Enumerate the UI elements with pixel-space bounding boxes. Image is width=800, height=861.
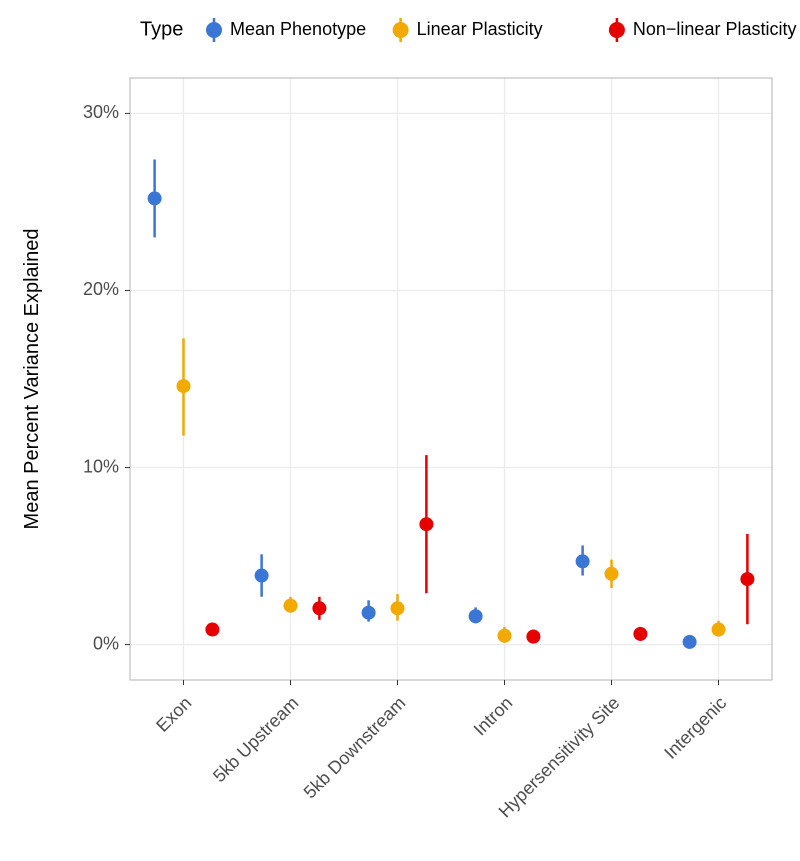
legend-marker [609, 22, 625, 38]
legend-item-label: Linear Plasticity [417, 19, 543, 39]
data-point [148, 191, 162, 205]
legend-item-label: Mean Phenotype [230, 19, 366, 39]
data-point [605, 567, 619, 581]
y-tick-label: 10% [83, 456, 119, 476]
y-tick-label: 0% [93, 633, 119, 653]
data-point [255, 569, 269, 583]
data-point [498, 629, 512, 643]
data-point [740, 572, 754, 586]
variance-chart: 0% 10% 20% 30% Mean Percent Variance Explain… [0, 0, 800, 861]
data-point [312, 601, 326, 615]
y-tick-label: 30% [83, 102, 119, 122]
legend-marker [206, 22, 222, 38]
data-point [205, 623, 219, 637]
data-point [419, 517, 433, 531]
legend: Type Mean Phenotype Linear Plasticity Non−l… [140, 18, 796, 42]
data-point [633, 627, 647, 641]
data-point [526, 630, 540, 644]
data-point [391, 601, 405, 615]
data-point [177, 379, 191, 393]
panel-background [130, 78, 772, 680]
data-point [712, 623, 726, 637]
data-point [284, 599, 298, 613]
data-point [683, 635, 697, 649]
legend-title: Type [140, 18, 183, 40]
data-point [362, 606, 376, 620]
data-point [576, 554, 590, 568]
y-axis-title: Mean Percent Variance Explained [21, 229, 43, 530]
legend-item-label: Non−linear Plasticity [633, 19, 797, 39]
data-point [469, 609, 483, 623]
y-tick-label: 20% [83, 279, 119, 299]
legend-marker [393, 22, 409, 38]
